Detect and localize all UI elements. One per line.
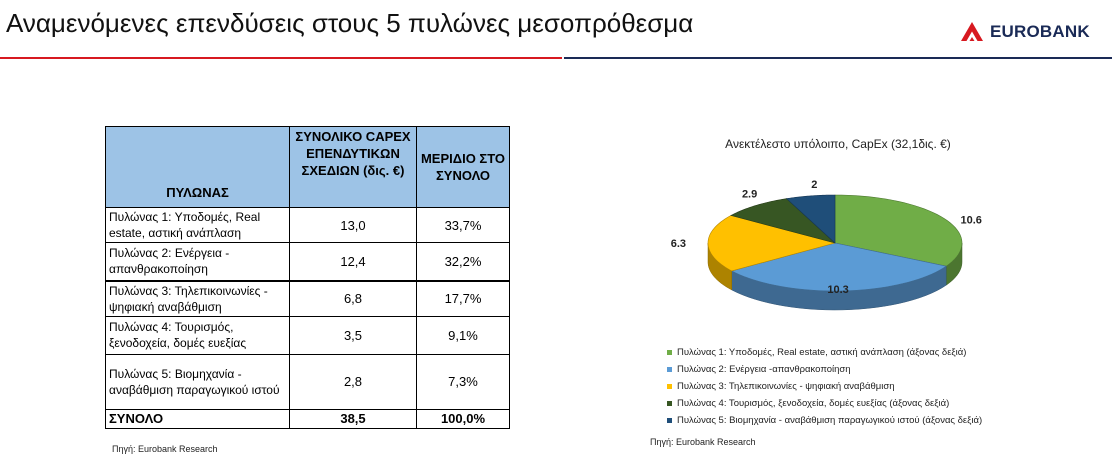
brand-logo: EUROBANK xyxy=(960,19,1090,45)
pie-slice-2 xyxy=(730,242,947,292)
legend-item-1: Πυλώνας 1: Υποδομές, Real estate, αστική… xyxy=(667,344,982,361)
row-share: 32,2% xyxy=(416,242,510,281)
header-pillar: ΠΥΛΩΝΑΣ xyxy=(105,126,290,208)
row-capex: 12,4 xyxy=(289,242,417,281)
row-pillar-name: Πυλώνας 1: Υποδομές, Real estate, αστική… xyxy=(105,207,290,243)
row-capex: 2,8 xyxy=(289,353,417,410)
brand-name: EUROBANK xyxy=(990,22,1090,41)
legend-swatch xyxy=(667,384,672,389)
legend-item-2: Πυλώνας 2: Ενέργεια -απανθρακοποίηση xyxy=(667,361,982,378)
row-share: 7,3% xyxy=(416,353,510,410)
chart-title: Ανεκτέλεστο υπόλοιπο, CapEx (32,1δις. €) xyxy=(725,137,951,151)
legend-swatch xyxy=(667,401,672,406)
table-row: Πυλώνας 4: Τουρισμός, ξενοδοχεία, δομές … xyxy=(105,315,510,355)
legend-label: Πυλώνας 5: Βιομηχανία - αναβάθμιση παραγ… xyxy=(677,415,983,426)
table-row: Πυλώνας 1: Υποδομές, Real estate, αστική… xyxy=(105,207,510,243)
pie-data-label-3: 6.3 xyxy=(671,238,686,250)
row-pillar-name: Πυλώνας 2: Ενέργεια - απανθρακοποίηση xyxy=(105,242,290,281)
table-total-row: ΣΥΝΟΛΟ 38,5 100,0% xyxy=(105,408,510,429)
pie-data-label-4: 2.9 xyxy=(742,189,757,201)
row-capex: 6,8 xyxy=(289,279,417,317)
row-share: 33,7% xyxy=(416,207,510,243)
total-label: ΣΥΝΟΛΟ xyxy=(105,408,290,429)
pie-legend: Πυλώνας 1: Υποδομές, Real estate, αστική… xyxy=(667,344,982,429)
eurobank-logo-icon xyxy=(961,22,983,41)
row-capex: 13,0 xyxy=(289,207,417,243)
table-row: Πυλώνας 5: Βιομηχανία - αναβάθμιση παραγ… xyxy=(105,353,510,410)
legend-label: Πυλώνας 3: Τηλεπικοινωνίες - ψηφιακή ανα… xyxy=(677,381,895,392)
pie-slice-1 xyxy=(834,194,963,267)
pie-data-label-1: 10.6 xyxy=(961,214,982,226)
pie-chart: Ανεκτέλεστο υπόλοιπο, CapEx (32,1δις. €)… xyxy=(671,137,982,311)
table-source: Πηγή: Eurobank Research xyxy=(112,444,218,454)
pie-data-label-5: 2 xyxy=(811,179,817,191)
header-capex: ΣΥΝΟΛΙΚΟ CAPEX ΕΠΕΝΔΥΤΙΚΩΝ ΣΧΕΔΙΩΝ (δις.… xyxy=(289,126,417,208)
row-share: 17,7% xyxy=(416,279,510,317)
legend-item-4: Πυλώνας 4: Τουρισμός, ξενοδοχεία, δομές … xyxy=(667,395,982,412)
total-capex: 38,5 xyxy=(289,408,417,429)
chart-source: Πηγή: Eurobank Research xyxy=(650,437,756,447)
row-pillar-name: Πυλώνας 5: Βιομηχανία - αναβάθμιση παραγ… xyxy=(105,353,290,410)
legend-label: Πυλώνας 1: Υποδομές, Real estate, αστική… xyxy=(677,347,967,358)
legend-swatch xyxy=(667,418,672,423)
page-title: Αναμενόμενες επενδύσεις στους 5 πυλώνες … xyxy=(6,8,694,38)
row-pillar-name: Πυλώνας 3: Τηλεπικοινωνίες - ψηφιακή ανα… xyxy=(105,279,290,317)
table-row: Πυλώνας 3: Τηλεπικοινωνίες - ψηφιακή ανα… xyxy=(105,279,510,317)
pie-slice-4 xyxy=(730,198,836,244)
legend-label: Πυλώνας 2: Ενέργεια -απανθρακοποίηση xyxy=(677,364,851,375)
total-share: 100,0% xyxy=(416,408,510,429)
legend-swatch xyxy=(667,367,672,372)
row-pillar-name: Πυλώνας 4: Τουρισμός, ξενοδοχεία, δομές … xyxy=(105,315,290,355)
legend-label: Πυλώνας 4: Τουρισμός, ξενοδοχεία, δομές … xyxy=(677,398,950,409)
legend-item-5: Πυλώνας 5: Βιομηχανία - αναβάθμιση παραγ… xyxy=(667,412,982,429)
row-capex: 3,5 xyxy=(289,315,417,355)
header-divider-red xyxy=(0,57,562,59)
table-row: Πυλώνας 2: Ενέργεια - απανθρακοποίηση 12… xyxy=(105,242,510,281)
legend-swatch xyxy=(667,350,672,355)
legend-item-3: Πυλώνας 3: Τηλεπικοινωνίες - ψηφιακή ανα… xyxy=(667,378,982,395)
row-share: 9,1% xyxy=(416,315,510,355)
pie-slice-3 xyxy=(707,215,837,272)
pie-slice-5 xyxy=(785,194,836,244)
pie-data-label-2: 10.3 xyxy=(827,284,848,296)
pillars-table: ΠΥΛΩΝΑΣ ΣΥΝΟΛΙΚΟ CAPEX ΕΠΕΝΔΥΤΙΚΩΝ ΣΧΕΔΙ… xyxy=(105,126,510,429)
header-share: ΜΕΡΙΔΙΟ ΣΤΟ ΣΥΝΟΛΟ xyxy=(416,126,510,208)
table-header-row: ΠΥΛΩΝΑΣ ΣΥΝΟΛΙΚΟ CAPEX ΕΠΕΝΔΥΤΙΚΩΝ ΣΧΕΔΙ… xyxy=(105,126,510,208)
header-divider-navy xyxy=(564,57,1112,59)
